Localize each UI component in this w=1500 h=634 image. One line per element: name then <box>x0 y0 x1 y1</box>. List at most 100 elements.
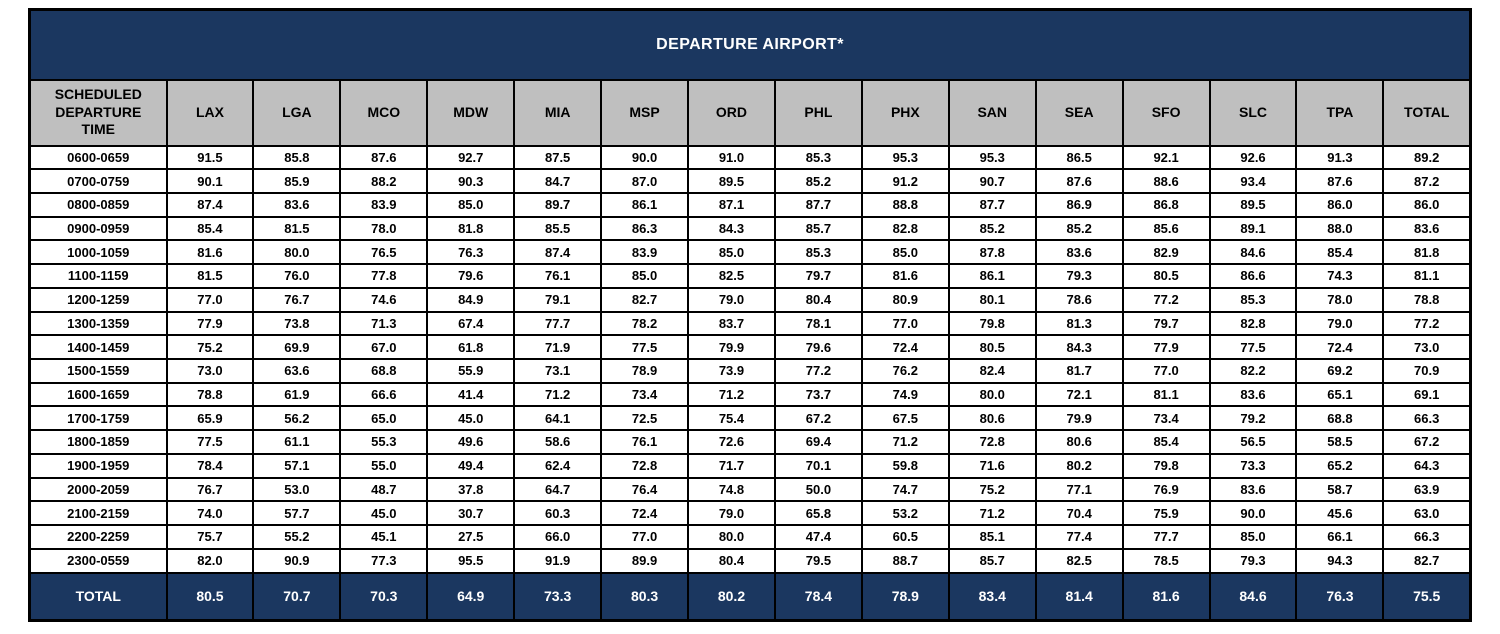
value-cell: 77.1 <box>1034 476 1124 503</box>
value-cell: 49.4 <box>426 452 516 479</box>
value-cell: 85.3 <box>773 144 863 171</box>
value-cell: 85.0 <box>600 263 690 289</box>
value-cell: 73.0 <box>1382 334 1472 360</box>
column-header-sfo: SFO <box>1121 78 1211 147</box>
value-cell: 78.8 <box>165 381 255 408</box>
value-cell: 83.6 <box>1034 239 1124 266</box>
table-row: 1100-1159 81.5 76.0 77.8 79.6 76.1 85.0 82.5 79.… <box>28 263 1472 289</box>
value-cell: 72.6 <box>687 429 776 455</box>
value-cell: 95.5 <box>426 547 516 574</box>
value-cell: 63.0 <box>1382 500 1472 526</box>
value-cell: 85.4 <box>165 215 255 242</box>
value-cell: 80.9 <box>860 286 950 313</box>
table-row: 0800-0859 87.4 83.6 83.9 85.0 89.7 86.1 87.1 87.… <box>28 191 1472 218</box>
column-header-mdw: MDW <box>426 78 516 147</box>
time-range-cell: 0700-0759 <box>28 168 168 194</box>
value-cell: 85.0 <box>426 191 516 218</box>
value-cell: 77.2 <box>1121 286 1211 313</box>
table-row: 0900-0959 85.4 81.5 78.0 81.8 85.5 86.3 84.3 85.… <box>28 215 1472 242</box>
value-cell: 76.1 <box>513 263 603 289</box>
value-cell: 76.5 <box>339 239 429 266</box>
value-cell: 77.3 <box>339 547 429 574</box>
value-cell: 77.0 <box>600 524 690 550</box>
value-cell: 88.0 <box>1295 215 1385 242</box>
value-cell: 90.7 <box>947 168 1037 194</box>
column-header-scheduled-departure-time: SCHEDULED DEPARTURE TIME <box>28 78 168 147</box>
value-cell: 73.4 <box>1121 405 1211 432</box>
value-cell: 83.7 <box>687 310 776 337</box>
value-cell: 83.6 <box>1208 381 1298 408</box>
value-cell: 83.9 <box>339 191 429 218</box>
value-cell: 91.3 <box>1295 144 1385 171</box>
value-cell: 60.5 <box>860 524 950 550</box>
total-value-cell: 75.5 <box>1382 571 1472 622</box>
value-cell: 87.1 <box>687 191 776 218</box>
value-cell: 80.5 <box>947 334 1037 360</box>
value-cell: 66.6 <box>339 381 429 408</box>
value-cell: 74.6 <box>339 286 429 313</box>
value-cell: 91.2 <box>860 168 950 194</box>
value-cell: 79.0 <box>687 286 776 313</box>
value-cell: 89.2 <box>1382 144 1472 171</box>
value-cell: 67.4 <box>426 310 516 337</box>
time-range-cell: 1200-1259 <box>28 286 168 313</box>
value-cell: 80.0 <box>252 239 342 266</box>
value-cell: 82.0 <box>165 547 255 574</box>
time-range-cell: 1400-1459 <box>28 334 168 360</box>
table-row: 1200-1259 77.0 76.7 74.6 84.9 79.1 82.7 79.0 80.… <box>28 286 1472 313</box>
value-cell: 81.1 <box>1382 263 1472 289</box>
value-cell: 59.8 <box>860 452 950 479</box>
value-cell: 87.4 <box>165 191 255 218</box>
value-cell: 79.9 <box>687 334 776 360</box>
value-cell: 77.5 <box>165 429 255 455</box>
time-range-cell: 2100-2159 <box>28 500 168 526</box>
time-range-cell: 1300-1359 <box>28 310 168 337</box>
total-row: TOTAL 80.5 70.7 70.3 64.9 73.3 80.3 80.2 78.4 78… <box>28 571 1472 622</box>
value-cell: 76.1 <box>600 429 690 455</box>
value-cell: 78.0 <box>1295 286 1385 313</box>
value-cell: 45.0 <box>426 405 516 432</box>
value-cell: 45.0 <box>339 500 429 526</box>
value-cell: 73.9 <box>687 357 776 384</box>
value-cell: 67.2 <box>773 405 863 432</box>
time-range-cell: 1700-1759 <box>28 405 168 432</box>
value-cell: 55.0 <box>339 452 429 479</box>
value-cell: 85.0 <box>1208 524 1298 550</box>
table-row: 1000-1059 81.6 80.0 76.5 76.3 87.4 83.9 85.0 85.… <box>28 239 1472 266</box>
column-header-mia: MIA <box>513 78 603 147</box>
value-cell: 87.6 <box>339 144 429 171</box>
value-cell: 85.0 <box>860 239 950 266</box>
value-cell: 72.5 <box>600 405 690 432</box>
value-cell: 86.8 <box>1121 191 1211 218</box>
value-cell: 72.1 <box>1034 381 1124 408</box>
value-cell: 86.0 <box>1295 191 1385 218</box>
value-cell: 73.4 <box>600 381 690 408</box>
value-cell: 41.4 <box>426 381 516 408</box>
value-cell: 77.7 <box>1121 524 1211 550</box>
value-cell: 65.9 <box>165 405 255 432</box>
value-cell: 92.7 <box>426 144 516 171</box>
value-cell: 82.4 <box>947 357 1037 384</box>
value-cell: 71.6 <box>947 452 1037 479</box>
value-cell: 85.7 <box>773 215 863 242</box>
value-cell: 83.6 <box>252 191 342 218</box>
value-cell: 79.5 <box>773 547 863 574</box>
value-cell: 77.4 <box>1034 524 1124 550</box>
value-cell: 81.3 <box>1034 310 1124 337</box>
time-range-cell: 1000-1059 <box>28 239 168 266</box>
value-cell: 81.8 <box>1382 239 1472 266</box>
value-cell: 84.9 <box>426 286 516 313</box>
value-cell: 63.6 <box>252 357 342 384</box>
value-cell: 82.8 <box>1208 310 1298 337</box>
column-header-lax: LAX <box>165 78 255 147</box>
value-cell: 57.7 <box>252 500 342 526</box>
table-row: 1600-1659 78.8 61.9 66.6 41.4 71.2 73.4 71.2 73.… <box>28 381 1472 408</box>
value-cell: 82.7 <box>1382 547 1472 574</box>
value-cell: 71.2 <box>947 500 1037 526</box>
value-cell: 82.9 <box>1121 239 1211 266</box>
value-cell: 78.5 <box>1121 547 1211 574</box>
value-cell: 95.3 <box>860 144 950 171</box>
value-cell: 88.2 <box>339 168 429 194</box>
value-cell: 86.5 <box>1034 144 1124 171</box>
